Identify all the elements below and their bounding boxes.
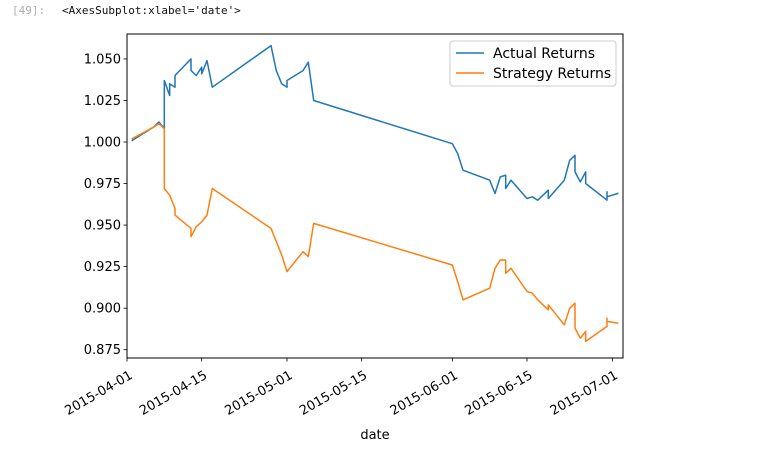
x-tick-label: 2015-04-01	[62, 368, 135, 419]
execution-count-prompt: [49]:	[12, 4, 46, 17]
y-tick-label: 0.975	[84, 177, 121, 192]
legend-label: Strategy Returns	[493, 66, 611, 82]
x-axis-label: date	[360, 428, 389, 443]
x-tick-label: 2015-06-01	[388, 368, 461, 419]
y-tick-label: 0.950	[84, 219, 121, 234]
series-layer	[131, 44, 619, 343]
series-line-1	[131, 44, 619, 201]
x-tick-label: 2015-06-15	[462, 368, 535, 419]
legend: Actual Returns Strategy Returns	[449, 40, 617, 87]
x-tick-label: 2015-07-01	[548, 368, 621, 419]
plot-area-frame	[126, 33, 624, 359]
x-tick-label: 2015-05-01	[222, 368, 295, 419]
y-tick-label: 1.025	[84, 94, 121, 109]
y-tick-label: 0.875	[84, 343, 121, 358]
x-tick-label: 2015-05-15	[297, 368, 370, 419]
y-tick-label: 0.900	[84, 302, 121, 317]
y-tick-label: 0.925	[84, 260, 121, 275]
y-tick-label: 1.000	[84, 136, 121, 151]
y-axis: 0.875 0.900 0.925 0.950 0.975 1.000 1.025 1.050	[84, 52, 127, 358]
legend-label: Actual Returns	[493, 46, 595, 62]
x-axis: 2015-04-01 2015-04-15 2015-05-01 2015-05-15…	[62, 358, 621, 419]
y-tick-label: 1.050	[84, 52, 121, 67]
output-repr-text: <AxesSubplot:xlabel='date'>	[62, 4, 241, 17]
series-line-2	[131, 122, 619, 343]
x-tick-label: 2015-04-15	[137, 368, 210, 419]
legend-box	[449, 40, 617, 87]
